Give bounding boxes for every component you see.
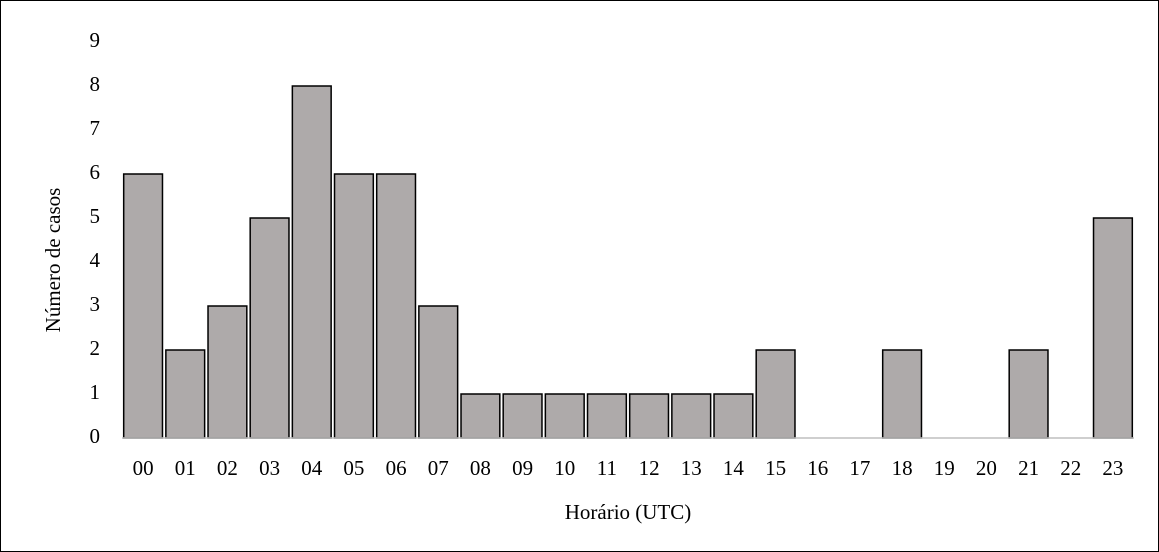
y-tick-label: 2 <box>90 336 101 360</box>
bar <box>165 349 206 439</box>
y-tick-label: 8 <box>90 72 101 96</box>
bar <box>881 349 923 439</box>
y-tick-label: 1 <box>90 380 101 404</box>
y-tick-label: 9 <box>90 28 101 52</box>
x-tick-label: 07 <box>428 456 449 480</box>
x-tick-label: 23 <box>1102 456 1123 480</box>
bar <box>755 349 796 439</box>
y-tick-label: 4 <box>90 248 101 272</box>
y-tick-label: 6 <box>90 160 101 184</box>
bar <box>628 393 670 439</box>
bar <box>418 305 459 439</box>
bar <box>1008 349 1049 439</box>
x-tick-label: 12 <box>639 456 660 480</box>
x-tick-label: 19 <box>934 456 955 480</box>
x-tick-label: 02 <box>217 456 238 480</box>
x-tick-label: 16 <box>807 456 828 480</box>
bar <box>460 393 501 439</box>
bar <box>249 217 290 439</box>
x-tick-label: 01 <box>175 456 196 480</box>
x-tick-label: 09 <box>512 456 533 480</box>
x-tick-label: 06 <box>386 456 407 480</box>
x-tick-label: 11 <box>597 456 617 480</box>
x-tick-label: 00 <box>133 456 154 480</box>
bar <box>333 173 375 439</box>
y-tick-label: 5 <box>90 204 101 228</box>
y-tick-label: 7 <box>90 116 101 140</box>
bar <box>1092 217 1134 439</box>
bar <box>291 85 332 439</box>
bar <box>502 393 543 439</box>
x-tick-label: 18 <box>892 456 913 480</box>
x-tick-label: 10 <box>554 456 575 480</box>
x-tick-label: 05 <box>343 456 364 480</box>
x-tick-label: 04 <box>301 456 323 480</box>
bar <box>207 305 248 439</box>
x-tick-label: 17 <box>849 456 870 480</box>
y-tick-label: 3 <box>90 292 101 316</box>
x-tick-label: 22 <box>1060 456 1081 480</box>
x-tick-label: 13 <box>681 456 702 480</box>
x-tick-label: 20 <box>976 456 997 480</box>
bar <box>122 173 164 439</box>
x-tick-label: 15 <box>765 456 786 480</box>
x-tick-label: 03 <box>259 456 280 480</box>
bar <box>586 393 628 439</box>
bar <box>544 393 585 439</box>
bar <box>375 173 417 439</box>
x-tick-label: 14 <box>723 456 745 480</box>
bar <box>713 393 754 439</box>
x-tick-label: 21 <box>1018 456 1039 480</box>
x-axis-label: Horário (UTC) <box>565 500 692 524</box>
y-axis-label: Número de casos <box>41 188 65 333</box>
y-tick-label: 0 <box>90 424 101 448</box>
x-tick-label: 08 <box>470 456 491 480</box>
bar <box>671 393 712 439</box>
